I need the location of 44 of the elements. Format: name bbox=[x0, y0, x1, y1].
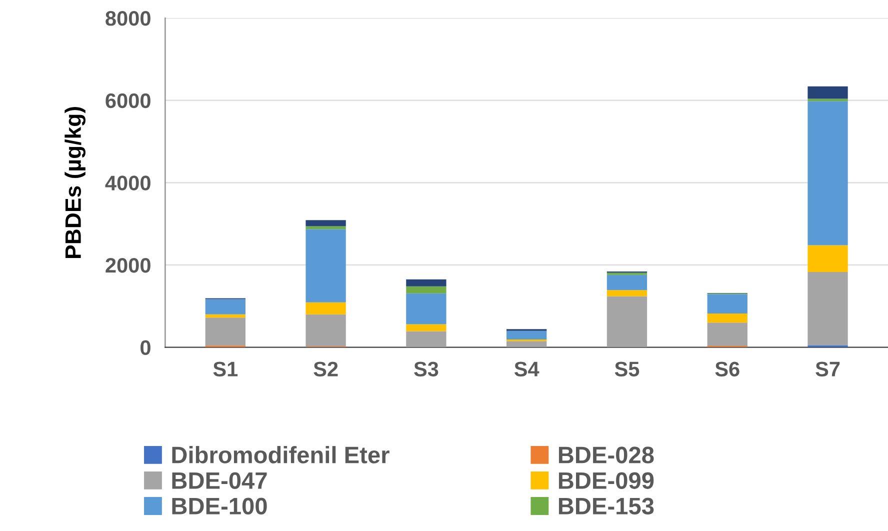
bar bbox=[306, 314, 346, 346]
legend-label: BDE-028 bbox=[558, 446, 654, 464]
bar bbox=[808, 272, 848, 346]
bar bbox=[406, 286, 446, 294]
y-tick-label: 0 bbox=[140, 340, 150, 356]
bar bbox=[606, 290, 648, 296]
y-tick-label: 6000 bbox=[106, 93, 150, 108]
bar bbox=[205, 318, 246, 346]
y-tick-label: 2000 bbox=[106, 258, 150, 273]
legend-label: BDE-153 bbox=[558, 498, 654, 515]
x-tick-label: S5 bbox=[614, 362, 640, 376]
x-tick-label: S4 bbox=[514, 362, 540, 376]
y-axis-title: PBDEs (µg/kg) bbox=[64, 106, 86, 258]
x-tick-label: S2 bbox=[314, 362, 338, 376]
bar bbox=[306, 302, 346, 314]
bar bbox=[205, 314, 246, 318]
bar bbox=[808, 86, 848, 99]
legend-label: BDE-100 bbox=[172, 498, 267, 514]
bar bbox=[406, 331, 446, 348]
bar bbox=[707, 294, 748, 314]
bar bbox=[808, 101, 848, 246]
bar bbox=[506, 341, 547, 348]
bar bbox=[707, 314, 748, 323]
bar bbox=[606, 274, 648, 290]
bar bbox=[707, 322, 748, 346]
bar bbox=[808, 245, 848, 272]
bar bbox=[306, 229, 346, 302]
y-tick-label: 4000 bbox=[105, 176, 150, 190]
legend-label: BDE-047 bbox=[172, 472, 267, 489]
x-tick-label: S7 bbox=[816, 362, 840, 376]
x-tick-label: S6 bbox=[715, 362, 740, 376]
bar bbox=[808, 98, 848, 102]
bar bbox=[406, 324, 446, 332]
legend-label: Dibromodifenil Eter bbox=[172, 446, 390, 464]
bar bbox=[406, 293, 446, 324]
x-tick-label: S1 bbox=[213, 362, 238, 376]
bar bbox=[205, 299, 246, 314]
y-tick-label: 8000 bbox=[106, 11, 150, 26]
legend-label: BDE-099 bbox=[558, 472, 654, 489]
bar bbox=[306, 220, 346, 226]
bar bbox=[406, 279, 446, 286]
x-tick-label: S3 bbox=[414, 362, 438, 376]
bar bbox=[506, 330, 547, 340]
bar bbox=[606, 296, 648, 348]
